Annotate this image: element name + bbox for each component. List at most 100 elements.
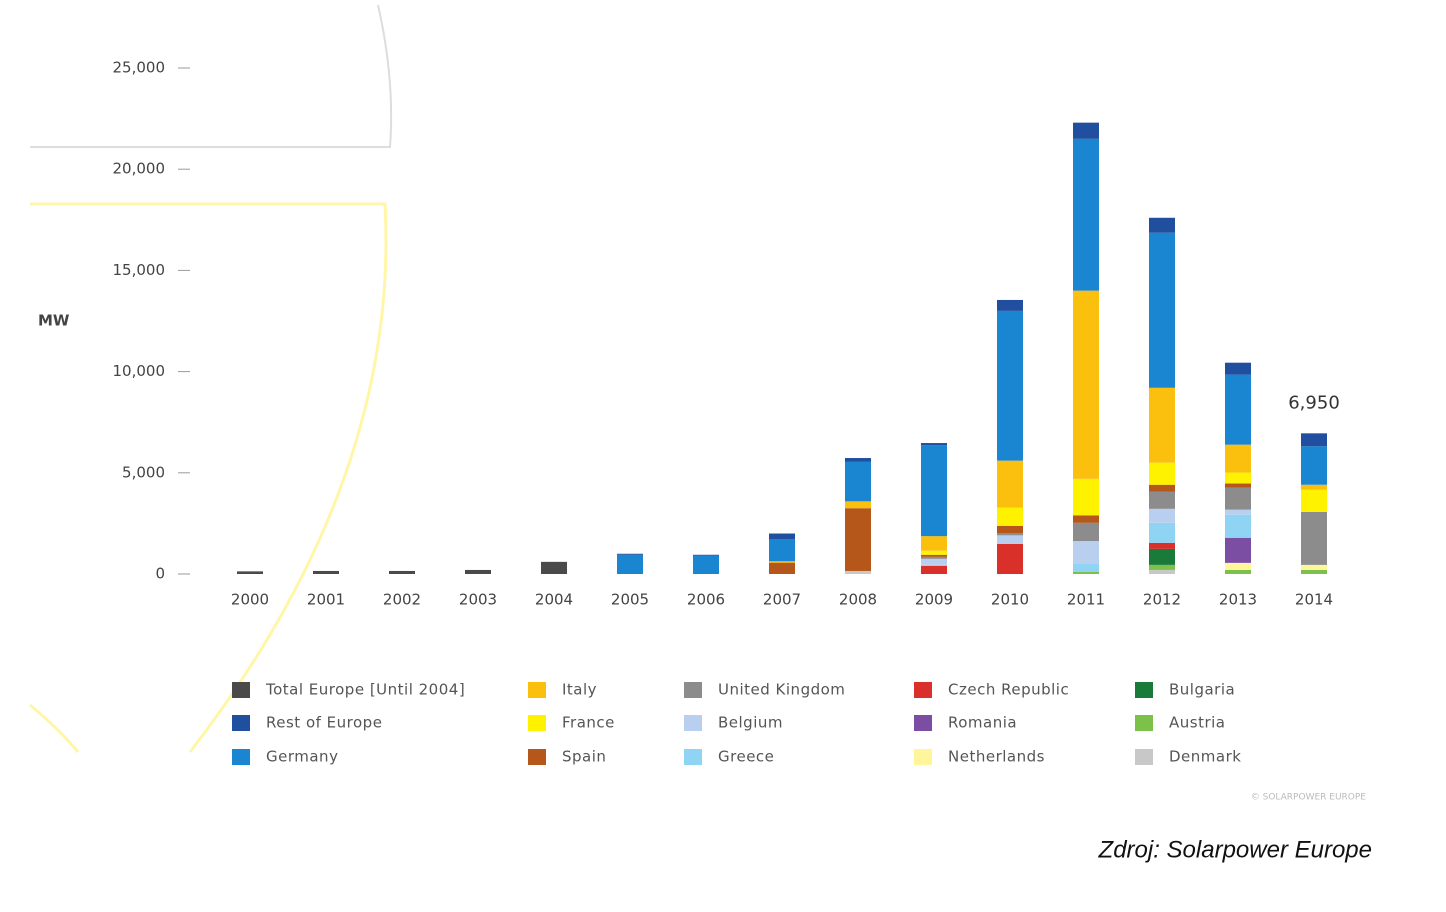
bar-segment <box>997 533 1023 536</box>
bar-segment <box>1073 290 1099 479</box>
x-tick-label: 2006 <box>687 591 725 609</box>
bar-segment <box>1301 489 1327 512</box>
x-tick-label: 2002 <box>383 591 421 609</box>
legend-label: Netherlands <box>948 748 1045 766</box>
bar-segment <box>1225 569 1251 574</box>
legend-label: Spain <box>562 748 606 766</box>
bar-segment <box>1149 522 1175 543</box>
bar-segment <box>997 543 1023 574</box>
decor-arc <box>30 202 388 753</box>
bar-segment <box>921 564 947 566</box>
legend-swatch <box>232 715 250 731</box>
x-tick-label: 2005 <box>611 591 649 609</box>
y-tick-label: 5,000 <box>122 463 165 481</box>
legend-label: Austria <box>1169 714 1226 732</box>
bar-segment <box>1073 541 1099 564</box>
legend-label: Rest of Europe <box>266 714 382 732</box>
x-tick-label: 2014 <box>1295 591 1333 609</box>
legend-label: Italy <box>562 681 597 699</box>
y-tick-label: 20,000 <box>113 160 166 178</box>
bar-segment <box>693 555 719 574</box>
x-tick-label: 2001 <box>307 591 345 609</box>
bar-segment <box>1149 569 1175 574</box>
copyright: © SOLARPOWER EUROPE <box>1251 793 1367 803</box>
x-tick-label: 2008 <box>839 591 877 609</box>
x-tick-label: 2007 <box>763 591 801 609</box>
bar-segment <box>921 554 947 557</box>
bar-segment <box>1225 444 1251 473</box>
legend-label: Czech Republic <box>948 681 1069 699</box>
legend-swatch <box>232 682 250 698</box>
x-tick-label: 2012 <box>1143 591 1181 609</box>
legend-label: Bulgaria <box>1169 681 1235 699</box>
bar-segment <box>1149 387 1175 463</box>
bar-segment <box>845 458 871 462</box>
y-tick-label: 10,000 <box>113 362 166 380</box>
bar-segment <box>693 554 719 556</box>
bar-segment <box>1225 537 1251 563</box>
bar-segment <box>1149 217 1175 233</box>
bar-segment <box>389 570 415 574</box>
bar-segment <box>997 525 1023 534</box>
bar-segment <box>1073 138 1099 291</box>
bar-segment <box>997 535 1023 544</box>
bar-segment <box>1073 515 1099 523</box>
bar-segment <box>845 570 871 574</box>
bar-segment <box>1225 514 1251 538</box>
x-tick-label: 2010 <box>991 591 1029 609</box>
legend-label: France <box>562 714 615 732</box>
x-tick-label: 2009 <box>915 591 953 609</box>
x-tick-label: 2013 <box>1219 591 1257 609</box>
total-label: 6,950 <box>1288 392 1340 413</box>
bar-segment <box>921 443 947 446</box>
y-tick-label: 0 <box>155 565 165 583</box>
legend-swatch <box>684 749 702 765</box>
bar-segment <box>845 461 871 502</box>
legend-label: Denmark <box>1169 748 1241 766</box>
bar-segment <box>1301 484 1327 490</box>
bar-segment <box>1149 462 1175 485</box>
bar-segment <box>1073 122 1099 139</box>
bar-segment <box>1073 563 1099 572</box>
bar-segment <box>541 561 567 574</box>
bar-segment <box>997 460 1023 508</box>
bar-segment <box>1301 433 1327 447</box>
legend-swatch <box>1135 715 1153 731</box>
bar-segment <box>921 536 947 551</box>
bar-segment <box>1301 446 1327 485</box>
legend-swatch <box>528 749 546 765</box>
bar-segment <box>1149 491 1175 509</box>
legend-swatch <box>684 682 702 698</box>
bar-segment <box>921 550 947 555</box>
x-tick-label: 2011 <box>1067 591 1105 609</box>
bar-segment <box>921 558 947 565</box>
bar-segment <box>1225 374 1251 445</box>
bar-segment <box>1149 232 1175 388</box>
bar-segment <box>845 501 871 509</box>
bar-segment <box>1149 542 1175 549</box>
bar-segment <box>1301 564 1327 570</box>
y-tick-label: 15,000 <box>113 261 166 279</box>
bar-segment <box>1225 483 1251 488</box>
x-tick-label: 2000 <box>231 591 269 609</box>
legend-label: Belgium <box>718 714 783 732</box>
bar-segment <box>997 299 1023 311</box>
bar-segment <box>769 561 795 563</box>
bar-segment <box>237 571 263 574</box>
bar-segment <box>1301 511 1327 565</box>
bar-segment <box>617 554 643 574</box>
legend-swatch <box>232 749 250 765</box>
bar-segment <box>769 538 795 562</box>
bar-segment <box>1149 548 1175 565</box>
decor-arc <box>30 4 393 148</box>
bar-segment <box>1225 472 1251 484</box>
y-tick-label: 25,000 <box>113 59 166 77</box>
bar-segment <box>921 556 947 559</box>
bar-segment <box>997 507 1023 526</box>
bar-segment <box>1301 569 1327 574</box>
bar-segment <box>1149 564 1175 570</box>
bar-segment <box>769 562 795 574</box>
source: Zdroj: Solarpower Europe <box>1098 836 1372 863</box>
bar-segment <box>1073 571 1099 574</box>
